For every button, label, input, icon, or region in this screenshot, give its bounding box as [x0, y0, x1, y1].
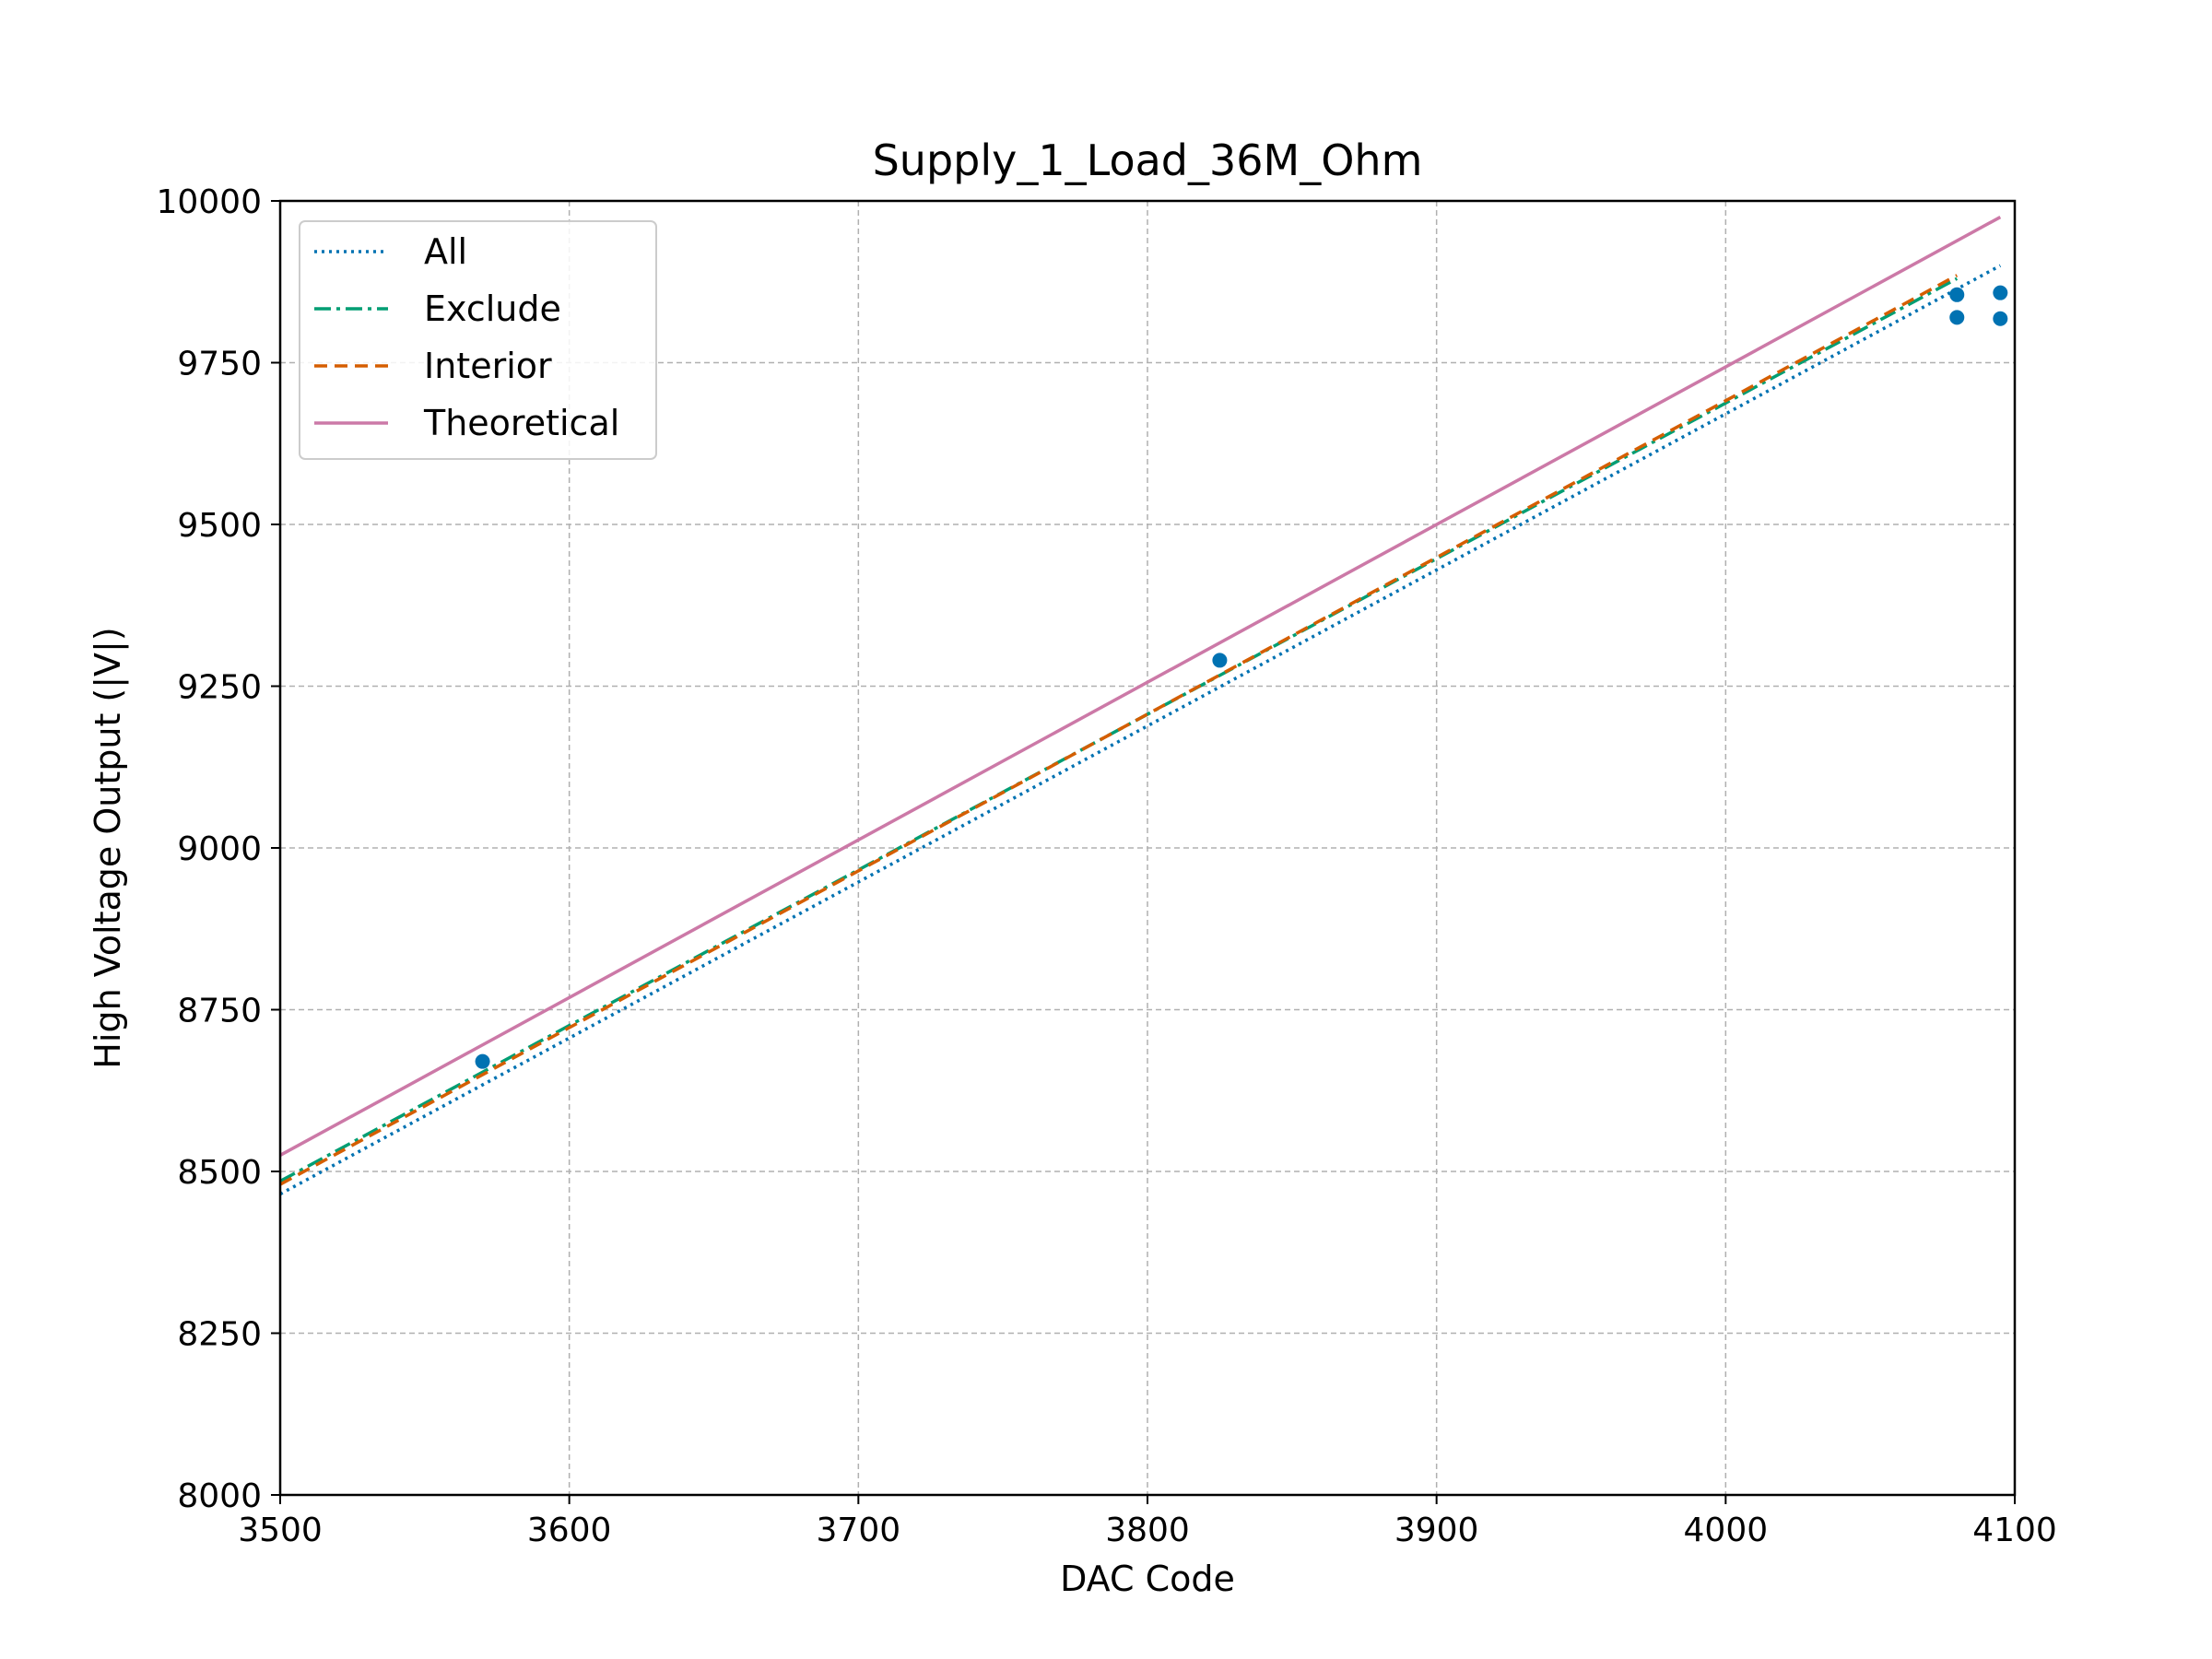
- legend-label-all: All: [424, 231, 467, 272]
- series-lines: [279, 216, 2002, 1196]
- data-point: [1949, 310, 1965, 325]
- legend-label-theoretical: Theoretical: [423, 403, 619, 443]
- x-axis-label: DAC Code: [1060, 1559, 1235, 1599]
- x-tick-label: 3800: [1105, 1512, 1190, 1549]
- x-tick-label: 3900: [1394, 1512, 1479, 1549]
- x-tick-label: 3700: [817, 1512, 901, 1549]
- y-tick-label: 8500: [177, 1154, 262, 1192]
- y-tick-label: 9500: [177, 507, 262, 545]
- x-tick-label: 3600: [527, 1512, 612, 1549]
- y-tick-label: 10000: [156, 183, 262, 221]
- data-point: [1993, 311, 2008, 326]
- y-tick-label: 8250: [177, 1316, 262, 1354]
- legend-box: [299, 220, 657, 460]
- x-tick-label: 3500: [238, 1512, 323, 1549]
- data-point: [475, 1053, 490, 1069]
- chart-title: Supply_1_Load_36M_Ohm: [873, 135, 1423, 185]
- x-tick-label: 4000: [1684, 1512, 1769, 1549]
- y-tick-label: 8000: [177, 1477, 262, 1515]
- legend: All Exclude Interior Theoretical: [299, 220, 657, 460]
- data-points: [475, 285, 2008, 1069]
- data-point: [1993, 285, 2008, 300]
- data-point: [1212, 653, 1228, 668]
- series-line-all: [279, 264, 2002, 1196]
- y-tick-label: 8750: [177, 993, 262, 1030]
- y-tick-label: 9750: [177, 346, 262, 383]
- axis-ticks: 3500 3600 3700 3800 3900 4000 4100 8000 8250 8500…: [156, 183, 2056, 1549]
- x-tick-label: 4100: [1972, 1512, 2057, 1549]
- legend-label-interior: Interior: [424, 346, 552, 386]
- y-axis-label: High Voltage Output (|V|): [88, 627, 129, 1068]
- series-line-theoretical: [279, 216, 2002, 1157]
- y-tick-label: 9000: [177, 830, 262, 868]
- data-point: [1949, 287, 1965, 302]
- series-line-interior: [279, 274, 1959, 1186]
- y-tick-label: 9250: [177, 669, 262, 707]
- legend-label-exclude: Exclude: [424, 288, 561, 329]
